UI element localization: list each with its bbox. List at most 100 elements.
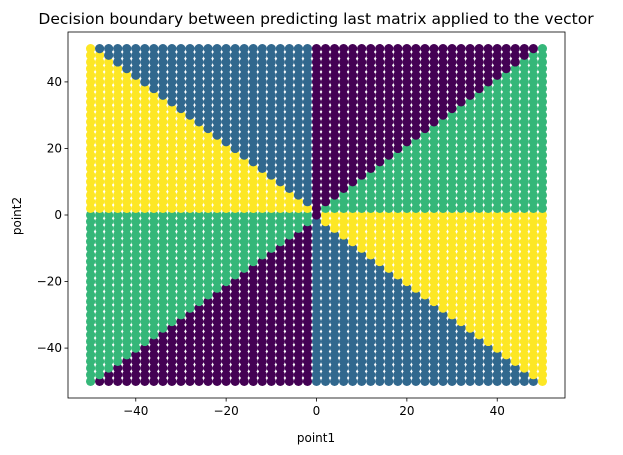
scatter-point [203, 157, 213, 167]
scatter-point [257, 117, 267, 127]
scatter-point [203, 343, 213, 353]
scatter-point [537, 143, 548, 154]
scatter-point [95, 350, 105, 360]
scatter-point [284, 50, 294, 60]
scatter-point [474, 350, 484, 360]
scatter-point [474, 44, 484, 54]
scatter-point [122, 50, 132, 60]
scatter-point [456, 157, 466, 167]
scatter-point [339, 316, 349, 327]
scatter-point [194, 276, 204, 287]
scatter-point [104, 343, 114, 353]
scatter-point [311, 323, 322, 333]
scatter-point [293, 64, 304, 74]
scatter-point [104, 250, 114, 260]
scatter-point [185, 197, 195, 207]
scatter-point [348, 290, 358, 300]
scatter-point [248, 330, 258, 340]
scatter-point [257, 50, 267, 60]
scatter-point [194, 130, 204, 140]
scatter-point [366, 330, 376, 340]
scatter-point [293, 197, 304, 207]
scatter-point [411, 183, 421, 193]
scatter-point [248, 237, 258, 247]
scatter-point [95, 137, 105, 147]
scatter-point [104, 170, 114, 180]
scatter-point [212, 350, 222, 360]
scatter-point [85, 97, 96, 107]
scatter-point [167, 123, 177, 134]
scatter-point [537, 183, 548, 193]
scatter-point [131, 296, 141, 307]
scatter-point [456, 296, 466, 307]
scatter-point [384, 203, 394, 213]
scatter-point [176, 303, 186, 313]
scatter-point [492, 163, 502, 174]
scatter-point [420, 130, 430, 140]
scatter-point [375, 310, 385, 320]
scatter-point [176, 150, 186, 160]
scatter-point [402, 117, 412, 127]
scatter-point [438, 163, 448, 174]
scatter-point [519, 223, 529, 233]
scatter-point [483, 157, 493, 167]
y-tick-label: −40 [37, 341, 62, 355]
scatter-point [212, 190, 222, 200]
scatter-point [230, 177, 240, 187]
scatter-point [275, 64, 285, 74]
scatter-point [429, 276, 439, 287]
scatter-point [411, 137, 421, 147]
scatter-point [483, 316, 493, 327]
scatter-point [230, 250, 240, 260]
scatter-point [257, 70, 267, 80]
scatter-point [537, 210, 548, 220]
scatter-point [131, 336, 141, 347]
scatter-point [311, 64, 322, 74]
scatter-point [239, 90, 249, 100]
scatter-point [257, 137, 267, 147]
scatter-point [230, 97, 240, 107]
scatter-point [293, 323, 304, 333]
scatter-point [339, 350, 349, 360]
scatter-point [329, 270, 340, 280]
scatter-point [167, 143, 177, 154]
scatter-point [492, 70, 502, 80]
scatter-point [366, 197, 376, 207]
scatter-point [113, 370, 123, 380]
scatter-point [465, 303, 475, 313]
scatter-point [122, 283, 132, 293]
scatter-point [519, 170, 529, 180]
scatter-point [537, 190, 548, 200]
scatter-point [501, 157, 511, 167]
scatter-point [266, 296, 276, 307]
scatter-point [203, 70, 213, 80]
scatter-point [501, 197, 511, 207]
scatter-point [393, 256, 403, 267]
scatter-point [465, 150, 475, 160]
scatter-point [474, 343, 484, 353]
scatter-point [104, 177, 114, 187]
scatter-point [348, 363, 358, 373]
scatter-point [501, 276, 511, 287]
scatter-point [230, 70, 240, 80]
scatter-point [537, 50, 548, 60]
scatter-point [311, 44, 322, 54]
scatter-point [447, 343, 457, 353]
scatter-point [320, 117, 331, 127]
scatter-point [501, 170, 511, 180]
scatter-point [311, 310, 322, 320]
scatter-point [248, 57, 258, 67]
scatter-point [113, 90, 123, 100]
scatter-point [510, 256, 520, 267]
scatter-point [266, 183, 276, 193]
scatter-point [194, 123, 204, 134]
scatter-point [158, 163, 168, 174]
scatter-point [167, 83, 177, 94]
scatter-point [492, 170, 502, 180]
scatter-point [366, 150, 376, 160]
scatter-point [293, 237, 304, 247]
scatter-point [158, 44, 168, 54]
scatter-point [149, 163, 159, 174]
scatter-point [158, 150, 168, 160]
scatter-point [167, 363, 177, 373]
